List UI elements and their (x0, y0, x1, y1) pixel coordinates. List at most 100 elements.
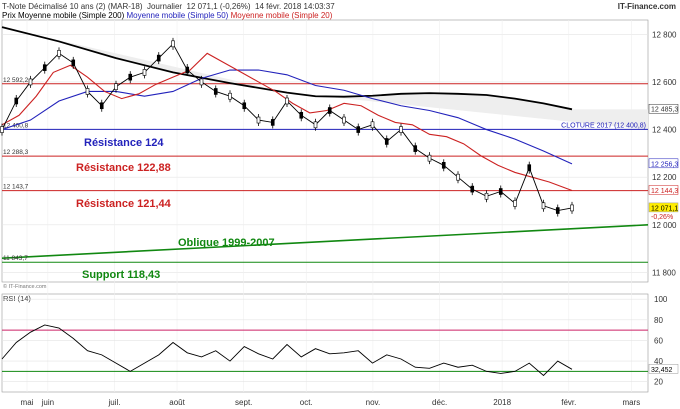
price-y-tick-label: 12 000 (652, 221, 677, 230)
series-ma200 (1, 26, 573, 111)
price-candle-body (0, 126, 4, 133)
chart-annotation: Oblique 1999-2007 (178, 237, 275, 249)
rsi-y-tick-label: 80 (654, 316, 663, 325)
value-tag-label: 12 485,3 (651, 107, 678, 114)
price-candle-body (156, 54, 161, 62)
trendline-label: 11 843,7 (3, 255, 28, 262)
chart-annotation: Support 118,43 (82, 269, 160, 281)
chart-annotation: Résistance 124 (84, 137, 164, 149)
price-candle-body (399, 126, 403, 133)
rsi-panel-frame (1, 293, 649, 393)
rsi-copyright: © IT-Finance.com (3, 283, 47, 290)
last-quote: 12 071,1 (-0,26%) (186, 2, 251, 11)
price-candle-body (541, 202, 546, 210)
price-candle-body (71, 59, 76, 67)
price-candle-body (570, 204, 574, 212)
rsi-line (1, 324, 573, 377)
price-candle-body (242, 102, 247, 110)
price-candle-body (142, 69, 147, 76)
rsi-y-tick-label: 100 (654, 295, 668, 304)
price-candle-body (299, 111, 304, 119)
x-tick-label: juin (41, 398, 54, 407)
x-tick-label: 2018 (493, 398, 511, 407)
price-candle-body (213, 88, 218, 95)
x-tick-label: mars (622, 398, 640, 407)
price-candle-body (370, 121, 375, 129)
price-candle-body (128, 73, 133, 81)
rsi-last-tag (648, 364, 679, 374)
price-y-tick-label: 12 200 (652, 173, 677, 182)
value-tag-sublabel: -0,26% (651, 214, 673, 221)
x-tick-label: juil. (108, 398, 121, 407)
price-candle-body (413, 145, 418, 152)
value-tag-label: 12 071,1 (651, 205, 678, 212)
price-candle-body (313, 121, 318, 129)
price-y-tick-label: 12 400 (652, 126, 677, 135)
chart-header-line1: T-Note Décimalisé 10 ans (2) (MAR-18) Jo… (2, 2, 335, 11)
level-annotation: CLOTURE 2017 (12 400,8) (561, 122, 646, 129)
price-candle-body (484, 192, 489, 200)
quote-datetime: 14 févr. 2018 14:03:37 (255, 2, 335, 11)
x-tick-label: févr. (561, 398, 576, 407)
price-candle-body (441, 161, 446, 169)
price-candle-body (270, 119, 275, 126)
price-candle-body (85, 88, 90, 95)
period-label: Journalier (146, 2, 183, 11)
x-tick-label: oct. (300, 398, 313, 407)
rsi-y-tick-label: 40 (654, 357, 663, 366)
rsi-last-tag-label: 32,452 (651, 367, 673, 374)
x-tick-label: nov. (366, 398, 381, 407)
price-candle-body (185, 66, 190, 74)
rsi-y-tick-label: 60 (654, 336, 663, 345)
price-candle-body (527, 164, 532, 171)
price-candle-body (42, 64, 47, 71)
level-label: 12 592,2 (3, 77, 29, 84)
legend-ma50: Moyenne mobile (Simple 50) (126, 11, 229, 20)
series-ma20 (1, 52, 573, 192)
chart-legend: Prix Moyenne mobile (Simple 200) Moyenne… (2, 11, 332, 20)
last-price-tag (648, 202, 679, 213)
level-label: 12 400,8 (3, 122, 29, 129)
price-candle-body (171, 40, 175, 48)
price-candle-body (356, 126, 361, 133)
price-candle-body (327, 107, 332, 114)
chart-annotation: Résistance 122,88 (76, 162, 171, 174)
legend-ma200: Prix Moyenne mobile (Simple 200) (2, 11, 125, 20)
price-y-tick-label: 12 600 (652, 78, 677, 87)
price-y-tick-label: 12 800 (652, 30, 677, 39)
price-candle-body (256, 116, 261, 124)
price-y-tick-label: 11 800 (652, 268, 676, 277)
price-candle-body (456, 173, 460, 181)
rsi-label: RSI (14) (3, 294, 31, 303)
price-panel-frame (1, 19, 649, 283)
level-label: 12 143,7 (3, 184, 29, 191)
ma200-shade (2, 27, 648, 130)
price-candle-body (513, 200, 517, 207)
chart-annotation: Résistance 121,44 (76, 198, 172, 210)
x-tick-label: août (169, 398, 185, 407)
value-tag (648, 185, 679, 195)
price-candle-body (99, 102, 104, 110)
price-candle-body (384, 138, 389, 145)
price-candle-body (28, 78, 33, 86)
price-candle-body (57, 50, 61, 57)
instrument-title: T-Note Décimalisé 10 ans (2) (MAR-18) (2, 2, 143, 11)
x-tick-label: déc. (432, 398, 447, 407)
price-candle-body (498, 188, 503, 195)
price-candle-body (342, 116, 346, 124)
value-tag (648, 158, 679, 169)
price-candle-body (14, 97, 19, 105)
brand-label: IT-Finance.com (617, 2, 676, 11)
value-tag-label: 12 144,3 (651, 188, 678, 195)
x-tick-label: mai (21, 398, 34, 407)
rsi-y-tick-label: 20 (654, 378, 663, 387)
price-candle-body (285, 97, 289, 105)
value-tag-label: 12 256,3 (651, 161, 678, 168)
price-candle-body (555, 207, 560, 214)
price-candle-body (199, 78, 204, 86)
price-candle-body (470, 185, 475, 193)
series-ma50 (1, 69, 573, 165)
price-candle-body (427, 154, 432, 162)
legend-ma20: Moyenne mobile (Simple 20) (230, 11, 333, 20)
